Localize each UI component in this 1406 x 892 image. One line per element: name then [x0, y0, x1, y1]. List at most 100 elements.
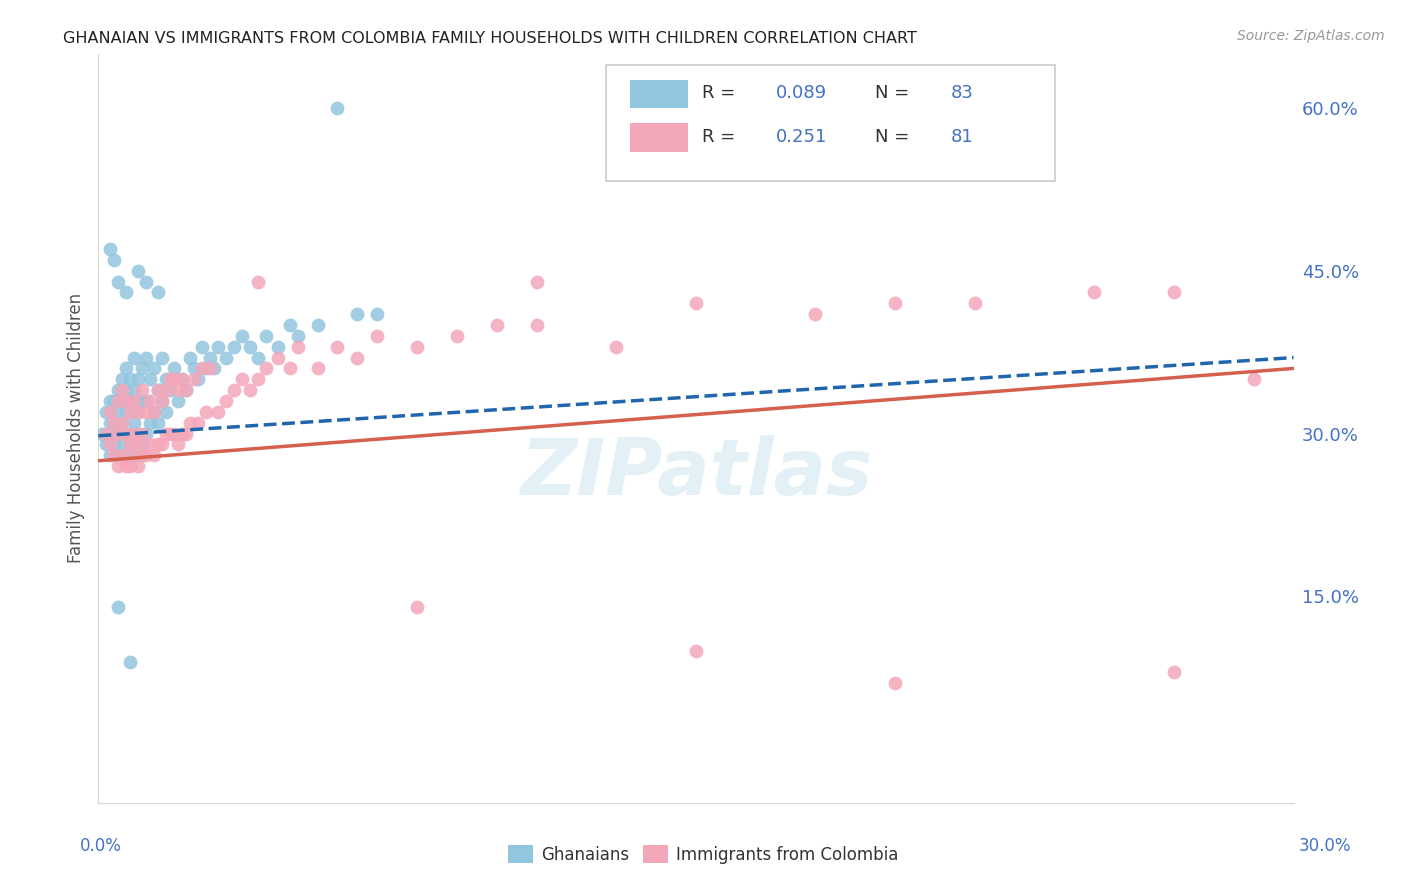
Point	[124, 383, 146, 397]
Point	[195, 405, 218, 419]
Point	[159, 372, 181, 386]
Point	[103, 394, 125, 409]
Point	[107, 600, 129, 615]
Point	[1083, 285, 1105, 300]
Point	[191, 340, 214, 354]
Point	[191, 361, 214, 376]
Point	[172, 372, 194, 386]
Point	[143, 448, 166, 462]
Point	[131, 394, 153, 409]
Point	[183, 361, 205, 376]
Point	[163, 372, 186, 386]
Point	[107, 275, 129, 289]
Point	[111, 448, 134, 462]
Point	[127, 405, 149, 419]
Point	[139, 372, 162, 386]
Point	[127, 372, 149, 386]
FancyBboxPatch shape	[630, 123, 688, 152]
Point	[267, 351, 290, 365]
Point	[115, 361, 138, 376]
Point	[103, 252, 125, 267]
Text: N =: N =	[876, 128, 915, 145]
Point	[139, 394, 162, 409]
FancyBboxPatch shape	[606, 65, 1054, 181]
Point	[124, 394, 146, 409]
Point	[150, 394, 173, 409]
Point	[406, 340, 429, 354]
Point	[254, 329, 277, 343]
Point	[111, 383, 134, 397]
Point	[167, 394, 190, 409]
Point	[150, 394, 173, 409]
Point	[202, 361, 225, 376]
Text: 30.0%: 30.0%	[1298, 837, 1351, 855]
Point	[127, 437, 149, 451]
Point	[131, 426, 153, 441]
Point	[107, 426, 129, 441]
Point	[124, 416, 146, 430]
Point	[406, 600, 429, 615]
Point	[103, 416, 125, 430]
Point	[127, 459, 149, 474]
Point	[150, 351, 173, 365]
Point	[98, 437, 122, 451]
Point	[135, 448, 157, 462]
Text: R =: R =	[702, 128, 741, 145]
Point	[215, 351, 238, 365]
Point	[307, 361, 329, 376]
Point	[96, 405, 118, 419]
FancyBboxPatch shape	[630, 79, 688, 108]
Point	[231, 329, 253, 343]
Point	[148, 383, 170, 397]
Point	[148, 437, 170, 451]
Point	[139, 437, 162, 451]
Point	[685, 644, 707, 658]
Point	[215, 394, 238, 409]
Text: GHANAIAN VS IMMIGRANTS FROM COLOMBIA FAMILY HOUSEHOLDS WITH CHILDREN CORRELATION: GHANAIAN VS IMMIGRANTS FROM COLOMBIA FAM…	[63, 31, 917, 46]
Point	[124, 426, 146, 441]
Point	[135, 351, 157, 365]
Point	[167, 437, 190, 451]
Point	[804, 307, 827, 321]
Point	[96, 437, 118, 451]
Point	[155, 383, 177, 397]
Point	[187, 372, 209, 386]
Point	[107, 383, 129, 397]
Point	[124, 448, 146, 462]
Point	[120, 437, 142, 451]
Point	[98, 416, 122, 430]
Point	[135, 394, 157, 409]
Point	[163, 361, 186, 376]
Point	[526, 318, 548, 332]
Point	[98, 394, 122, 409]
Point	[183, 372, 205, 386]
Text: ZIPatlas: ZIPatlas	[520, 435, 872, 511]
Point	[346, 351, 368, 365]
Point	[131, 361, 153, 376]
Point	[127, 448, 149, 462]
Point	[120, 448, 142, 462]
Point	[120, 372, 142, 386]
Point	[131, 437, 153, 451]
Point	[366, 329, 388, 343]
Point	[124, 351, 146, 365]
Point	[163, 426, 186, 441]
Point	[159, 383, 181, 397]
Point	[143, 405, 166, 419]
Point	[231, 372, 253, 386]
Point	[307, 318, 329, 332]
Point	[107, 394, 129, 409]
Point	[366, 307, 388, 321]
Point	[111, 416, 134, 430]
Point	[884, 676, 907, 690]
Point	[207, 340, 229, 354]
Point	[115, 426, 138, 441]
Point	[239, 383, 262, 397]
Point	[267, 340, 290, 354]
Legend: Ghanaians, Immigrants from Colombia: Ghanaians, Immigrants from Colombia	[501, 838, 905, 871]
Point	[115, 394, 138, 409]
Point	[148, 416, 170, 430]
Point	[135, 426, 157, 441]
Point	[127, 426, 149, 441]
Point	[143, 361, 166, 376]
